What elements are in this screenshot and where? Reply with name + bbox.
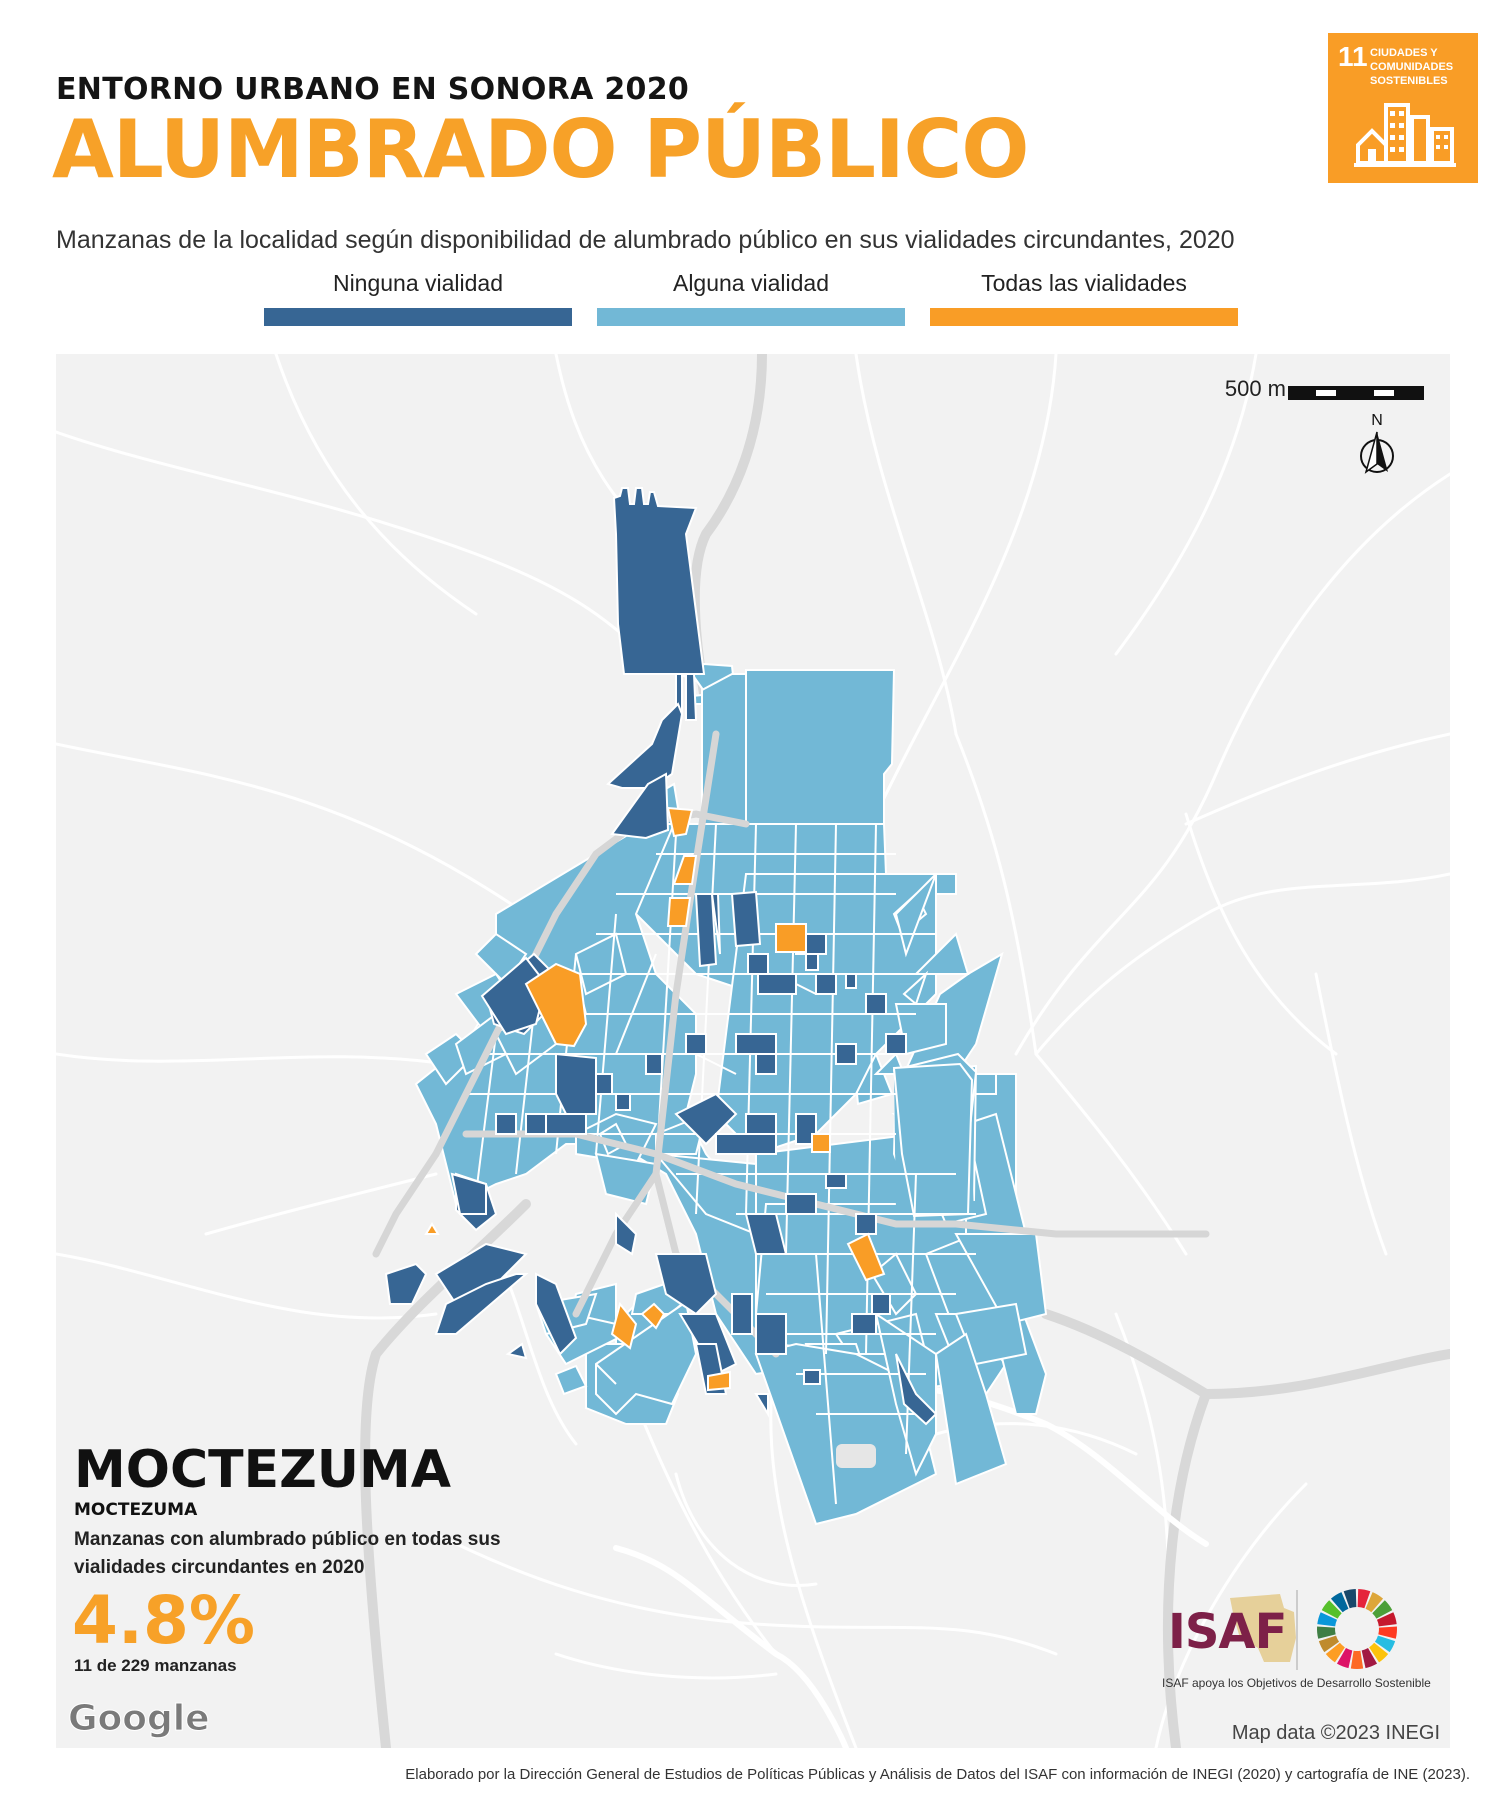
isaf-tagline: ISAF apoya los Objetivos de Desarrollo S… <box>1162 1676 1431 1690</box>
sdg-number: 11 <box>1338 41 1368 72</box>
sdg-wheel-segment <box>1330 1592 1349 1613</box>
sdg-wheel-segment <box>1361 1648 1378 1669</box>
footer-credit: Elaborado por la Dirección General de Es… <box>405 1766 1470 1783</box>
sdg-wheel-segment <box>1376 1612 1397 1627</box>
sdg-wheel-segment <box>1369 1642 1389 1663</box>
scale-label: 500 m <box>1224 376 1286 401</box>
sdg-wheel-segment <box>1318 1635 1340 1653</box>
scale-bar <box>1288 386 1424 400</box>
base-map <box>56 354 1450 1748</box>
sdg-wheel-segment <box>1357 1589 1371 1609</box>
legend-label-alguna: Alguna vialidad <box>672 270 829 296</box>
sonora-map-icon <box>1230 1594 1296 1662</box>
sdg-wheel-segment <box>1365 1592 1384 1613</box>
sdg-wheel-segment <box>1343 1589 1357 1609</box>
legend-swatch-alguna <box>597 308 905 326</box>
sdg-wheel-segment <box>1336 1648 1353 1669</box>
map-subtitle: Manzanas de la localidad según disponibi… <box>56 226 1235 254</box>
stat-count: 11 de 229 manzanas <box>74 1656 237 1675</box>
municipality-name: MOCTEZUMA <box>74 1500 198 1520</box>
sdg-wheel-segment <box>1325 1642 1345 1663</box>
sdg-11-badge: 11 CIUDADES Y COMUNIDADES SOSTENIBLES <box>1328 33 1478 183</box>
north-arrow: N <box>1352 412 1402 482</box>
sdg-wheel-segment <box>1317 1612 1338 1627</box>
sdg-label: CIUDADES Y COMUNIDADES SOSTENIBLES <box>1370 47 1454 87</box>
legend-label-ninguna: Ninguna vialidad <box>332 270 504 296</box>
blocks-todas-vialidades <box>424 806 886 1392</box>
isaf-logo: ISAF <box>1168 1604 1287 1660</box>
map-panel[interactable]: 500 m N MOCTEZUMA MOCTEZUMA Manzanas con… <box>56 354 1450 1748</box>
google-logo: Google <box>68 1698 211 1740</box>
sdg-wheel-segment <box>1374 1635 1396 1653</box>
sdg-wheel-segment <box>1321 1600 1342 1619</box>
north-label: N <box>1371 412 1383 429</box>
sdg-wheel-segment <box>1317 1626 1336 1639</box>
sdg-wheel-segment <box>1350 1650 1364 1669</box>
isaf-sdg-logos: ISAF ISAF apoya los Objetivos de Desarro… <box>1158 1584 1442 1694</box>
locality-name: MOCTEZUMA <box>74 1440 452 1500</box>
sdg-wheel-segment <box>1372 1600 1393 1619</box>
map-attribution[interactable]: Map data ©2023 INEGI <box>1231 1722 1440 1744</box>
legend-swatch-ninguna <box>264 308 572 326</box>
plaza <box>836 1444 876 1468</box>
city-buildings-icon <box>1354 103 1456 167</box>
stat-description: Manzanas con alumbrado público en todas … <box>74 1529 501 1578</box>
stat-value: 4.8% <box>72 1582 256 1659</box>
page-title: ALUMBRADO PÚBLICO <box>52 103 1029 196</box>
sdg-wheel-segment <box>1378 1626 1397 1639</box>
sdg-wheel-icon <box>1317 1589 1397 1669</box>
logo-divider <box>1296 1590 1298 1670</box>
legend-swatch-todas <box>930 308 1238 326</box>
legend-label-todas: Todas las vialidades <box>981 270 1187 296</box>
secondary-roads <box>56 354 1450 1748</box>
north-arrow-icon <box>1360 431 1394 474</box>
kicker-title: ENTORNO URBANO EN SONORA 2020 <box>56 72 690 107</box>
